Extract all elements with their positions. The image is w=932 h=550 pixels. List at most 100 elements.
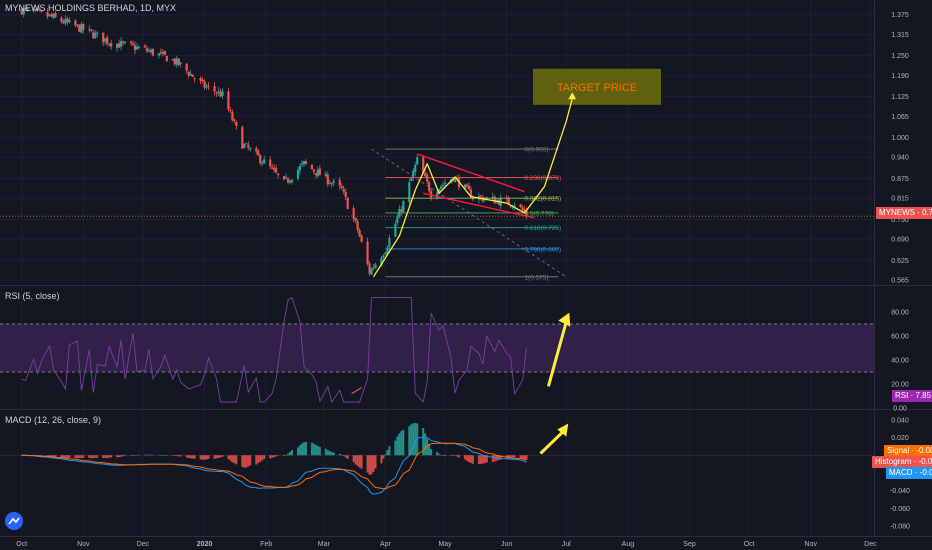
x-tick-label: Nov <box>77 541 90 548</box>
candle-body <box>493 196 496 204</box>
price-tick-label: 0.625 <box>891 258 909 265</box>
macd-histogram-bar <box>157 454 160 456</box>
x-tick-label: Jun <box>501 541 512 548</box>
rsi-band <box>0 324 874 372</box>
macd-histogram-bar <box>143 454 146 456</box>
macd-tick-label: -0.080 <box>890 524 910 531</box>
candle-body <box>382 255 385 258</box>
candle-body <box>271 167 274 169</box>
rsi-tick-label: 20.00 <box>891 382 909 389</box>
candle-body <box>314 172 317 176</box>
candle-body <box>346 197 349 209</box>
macd-histogram-bar <box>207 455 210 459</box>
candle-body <box>133 45 137 51</box>
macd-histogram-bar <box>74 455 77 459</box>
candle-body <box>96 32 99 34</box>
macd-histogram-bar <box>386 450 389 456</box>
candle-body <box>64 18 67 24</box>
macd-histogram-bar <box>247 455 250 467</box>
candle-body <box>402 201 405 212</box>
macd-histogram-bar <box>88 455 91 459</box>
macd-histogram-bar <box>173 455 176 456</box>
candle-body <box>22 8 25 15</box>
macd-histogram-bar <box>523 455 526 460</box>
macd-histogram-bar <box>159 455 162 456</box>
macd-histogram-bar <box>171 455 174 456</box>
macd-histogram-bar <box>54 455 57 458</box>
candle-body <box>439 186 443 189</box>
macd-histogram-bar <box>134 455 137 456</box>
candle-body <box>68 20 71 23</box>
candle-body <box>241 126 244 149</box>
candle-body <box>273 167 276 170</box>
candle-body <box>123 41 127 43</box>
candle-body <box>215 92 218 94</box>
candle-body <box>302 161 306 165</box>
x-tick-label: Dec <box>137 541 150 548</box>
macd-histogram-bar <box>398 433 401 456</box>
candle-body <box>121 41 125 43</box>
macd-histogram-bar <box>151 454 154 456</box>
price-tick-label: 1.000 <box>891 135 909 142</box>
macd-histogram-bar <box>118 455 121 458</box>
macd-histogram-bar <box>310 442 313 456</box>
macd-title: MACD (12, 26, close, 9) <box>5 415 102 425</box>
macd-line <box>21 436 527 495</box>
macd-histogram-bar <box>438 453 441 456</box>
candle-body <box>491 196 494 198</box>
macd-histogram-bar <box>384 454 387 456</box>
candle-body <box>318 168 321 176</box>
candle-body <box>316 169 319 177</box>
macd-histogram-bar <box>491 455 494 462</box>
candle-body <box>259 155 262 164</box>
candle-body <box>372 267 375 269</box>
candle-body <box>269 159 272 167</box>
macd-histogram-bar <box>410 424 413 456</box>
macd-histogram-bar <box>52 455 55 458</box>
x-tick-label: Nov <box>805 541 818 548</box>
macd-tick-label: 0.020 <box>891 435 909 442</box>
macd-histogram-bar <box>374 455 377 469</box>
candle-body <box>82 23 85 30</box>
macd-histogram-bar <box>243 455 246 468</box>
macd-histogram-bar <box>215 455 218 459</box>
macd-histogram-bar <box>219 455 222 458</box>
candle-body <box>298 165 302 171</box>
macd-histogram-bar <box>283 455 286 456</box>
candle-body <box>384 252 387 255</box>
candle-body <box>386 247 389 254</box>
candle-body <box>358 229 361 237</box>
candle-body <box>416 157 419 165</box>
macd-histogram-bar <box>255 455 258 465</box>
candle-body <box>356 221 359 230</box>
macd-histogram-bar <box>233 455 236 464</box>
macd-histogram-bar <box>368 455 371 475</box>
signal-badge: Signal · -0.005 <box>884 445 932 457</box>
tradingview-logo-icon[interactable] <box>5 512 23 530</box>
macd-histogram-bar <box>479 455 482 465</box>
candle-body <box>332 180 335 183</box>
candle-body <box>463 184 467 189</box>
macd-histogram-bar <box>108 455 111 458</box>
candle-body <box>410 178 413 182</box>
candle-body <box>217 91 220 93</box>
candle-body <box>257 150 260 156</box>
candle-body <box>485 197 488 200</box>
candle-body <box>243 144 246 148</box>
macd-histogram-bar <box>318 447 321 456</box>
candle-body <box>116 43 119 48</box>
macd-histogram-bar <box>356 455 359 466</box>
macd-histogram-bar <box>203 455 206 460</box>
macd-histogram-bar <box>324 448 327 456</box>
macd-histogram-bar <box>50 455 53 458</box>
macd-histogram-bar <box>436 451 439 456</box>
macd-histogram-bar <box>269 455 272 459</box>
rsi-tick-label: 60.00 <box>891 334 909 341</box>
macd-histogram-bar <box>136 454 139 456</box>
candle-body <box>203 81 206 88</box>
macd-histogram-bar <box>249 455 252 466</box>
fib-level-label: 0.5(0.770) <box>524 210 554 217</box>
candle-body <box>191 74 194 78</box>
candle-body <box>163 50 166 55</box>
